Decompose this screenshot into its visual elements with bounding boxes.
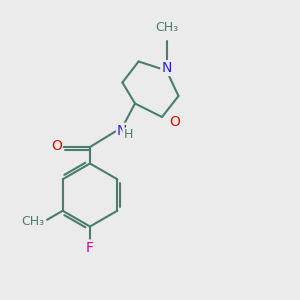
Text: N: N	[117, 124, 128, 138]
Text: CH₃: CH₃	[155, 21, 178, 34]
Text: O: O	[51, 140, 62, 153]
Text: H: H	[123, 128, 133, 142]
Text: O: O	[169, 115, 180, 128]
Text: F: F	[86, 241, 94, 254]
Text: N: N	[161, 61, 172, 75]
Text: CH₃: CH₃	[22, 215, 45, 228]
